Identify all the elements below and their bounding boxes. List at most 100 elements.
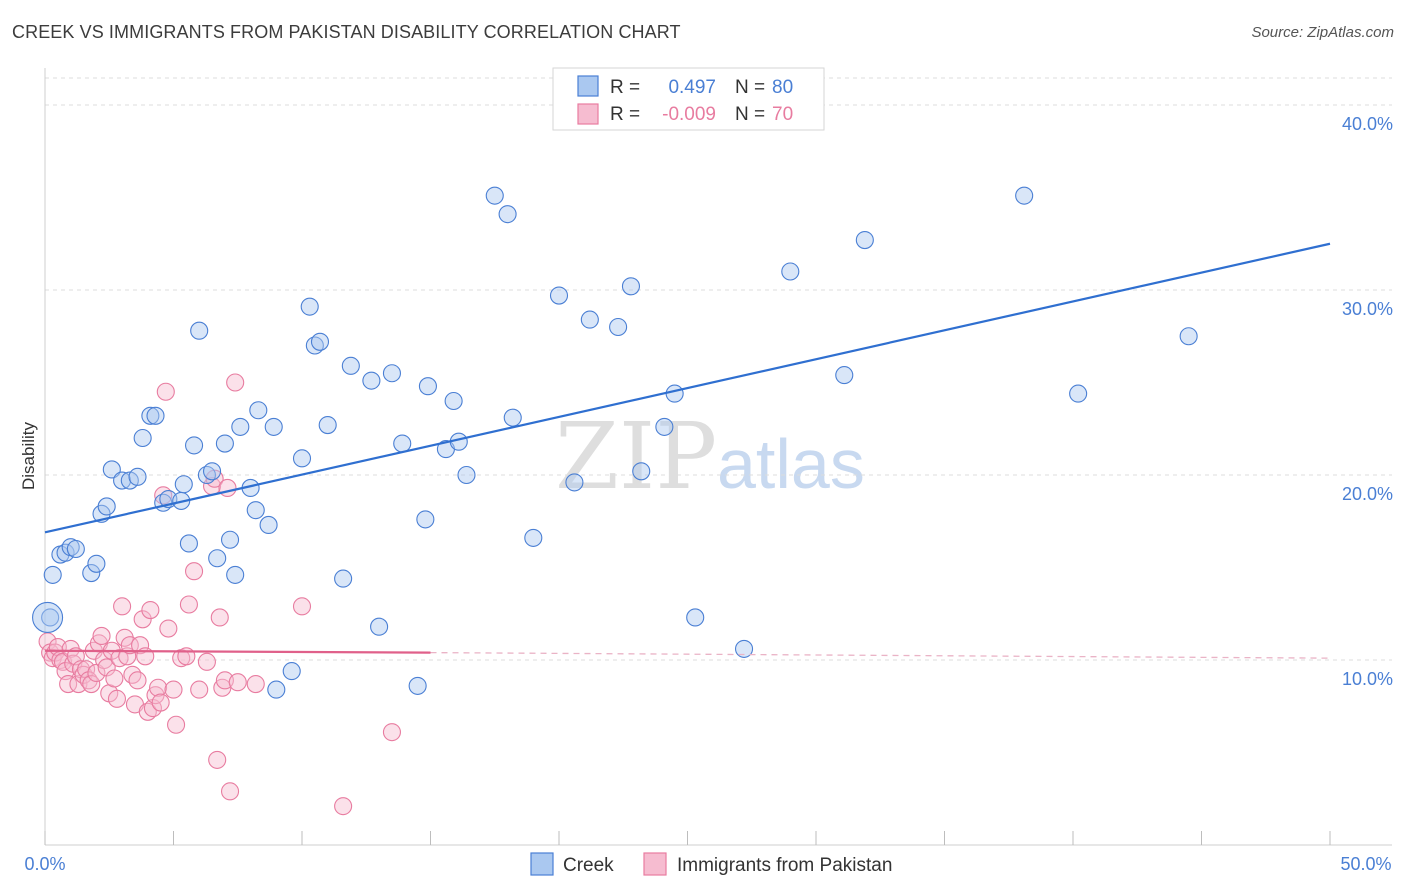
pakistan-point[interactable]: [69, 674, 88, 694]
creek-point[interactable]: [485, 186, 504, 205]
pakistan-point[interactable]: [210, 608, 229, 627]
pakistan-point[interactable]: [107, 689, 127, 708]
legend-creek-swatch[interactable]: [530, 852, 554, 876]
creek-point[interactable]: [174, 475, 193, 494]
pakistan-point[interactable]: [159, 619, 178, 638]
creek-point[interactable]: [208, 549, 227, 568]
creek-point[interactable]: [334, 569, 353, 588]
creek-point[interactable]: [292, 449, 312, 468]
creek-point[interactable]: [416, 510, 435, 529]
creek-point[interactable]: [133, 428, 152, 448]
pakistan-point[interactable]: [228, 673, 247, 692]
creek-point[interactable]: [1015, 186, 1034, 205]
legend-pakistan-swatch[interactable]: [643, 852, 667, 876]
pakistan-point[interactable]: [197, 652, 216, 671]
pakistan-point[interactable]: [151, 693, 170, 712]
creek-point[interactable]: [734, 639, 754, 658]
creek-point[interactable]: [56, 543, 75, 562]
creek-point[interactable]: [781, 262, 800, 281]
creek-point[interactable]: [128, 467, 147, 486]
creek-point[interactable]: [382, 364, 402, 383]
creek-point[interactable]: [226, 565, 245, 584]
creek-point[interactable]: [231, 417, 250, 436]
creek-point[interactable]: [498, 205, 517, 224]
creek-point[interactable]: [665, 384, 684, 403]
pakistan-point[interactable]: [105, 669, 124, 688]
creek-point[interactable]: [632, 462, 651, 481]
pakistan-point[interactable]: [208, 750, 227, 769]
pakistan-point[interactable]: [59, 674, 78, 694]
pakistan-point[interactable]: [190, 680, 209, 699]
pakistan-point[interactable]: [334, 797, 353, 816]
creek-point[interactable]: [264, 417, 283, 436]
creek-point-large[interactable]: [32, 601, 64, 634]
creek-point[interactable]: [190, 321, 209, 340]
pakistan-point[interactable]: [167, 715, 186, 734]
creek-point[interactable]: [503, 408, 522, 427]
creek-point[interactable]: [524, 528, 543, 547]
creek-point[interactable]: [113, 471, 132, 490]
creek-point[interactable]: [393, 434, 412, 453]
creek-point[interactable]: [655, 417, 674, 436]
creek-point[interactable]: [370, 617, 389, 636]
creek-point[interactable]: [1179, 327, 1198, 346]
creek-point[interactable]: [97, 497, 116, 516]
legend-pakistan-label[interactable]: Immigrants from Pakistan: [677, 855, 892, 876]
creek-point[interactable]: [444, 391, 463, 411]
pakistan-point[interactable]: [92, 626, 111, 646]
pakistan-point[interactable]: [226, 373, 245, 392]
creek-point[interactable]: [318, 415, 337, 435]
creek-point[interactable]: [549, 286, 569, 305]
pakistan-point[interactable]: [131, 636, 150, 655]
creek-point[interactable]: [580, 310, 599, 329]
creek-point[interactable]: [246, 501, 265, 520]
creek-point[interactable]: [267, 680, 286, 699]
pakistan-point[interactable]: [133, 610, 152, 629]
creek-point[interactable]: [282, 662, 301, 681]
creek-point[interactable]: [82, 563, 101, 583]
legend-creek-label[interactable]: Creek: [563, 855, 614, 876]
creek-point[interactable]: [341, 356, 360, 375]
creek-point[interactable]: [300, 297, 319, 316]
pakistan-point[interactable]: [123, 665, 142, 684]
pakistan-point[interactable]: [218, 478, 237, 498]
creek-point[interactable]: [141, 406, 160, 425]
creek-point[interactable]: [220, 530, 240, 549]
creek-point[interactable]: [609, 317, 628, 337]
pakistan-point[interactable]: [149, 678, 168, 697]
creek-point[interactable]: [185, 436, 204, 455]
pakistan-point[interactable]: [292, 597, 312, 616]
pakistan-point[interactable]: [156, 382, 175, 401]
creek-point[interactable]: [362, 371, 381, 390]
pakistan-point[interactable]: [113, 597, 132, 616]
pakistan-point[interactable]: [164, 680, 183, 699]
creek-point[interactable]: [203, 462, 222, 481]
pakistan-point[interactable]: [128, 671, 147, 690]
creek-point[interactable]: [565, 473, 584, 492]
creek-point[interactable]: [418, 377, 437, 396]
creek-point[interactable]: [855, 231, 874, 250]
creek-point[interactable]: [621, 277, 641, 296]
pakistan-point[interactable]: [220, 782, 240, 801]
creek-point[interactable]: [310, 332, 330, 351]
creek-point[interactable]: [408, 676, 427, 695]
pakistan-point[interactable]: [110, 649, 129, 668]
pakistan-point[interactable]: [141, 600, 160, 620]
creek-point[interactable]: [87, 554, 106, 573]
pakistan-point[interactable]: [179, 595, 198, 614]
creek-point[interactable]: [835, 366, 854, 385]
creek-point[interactable]: [66, 539, 85, 559]
pakistan-point[interactable]: [382, 723, 402, 742]
creek-point[interactable]: [146, 406, 165, 425]
pakistan-point[interactable]: [246, 674, 265, 694]
pakistan-point[interactable]: [120, 636, 139, 655]
pakistan-point[interactable]: [82, 674, 101, 694]
creek-point[interactable]: [102, 460, 121, 479]
creek-point[interactable]: [457, 465, 476, 485]
pakistan-point[interactable]: [185, 562, 204, 581]
creek-point[interactable]: [249, 401, 268, 420]
creek-point[interactable]: [179, 534, 198, 553]
creek-point[interactable]: [259, 515, 278, 535]
creek-point[interactable]: [1069, 384, 1088, 403]
creek-point[interactable]: [215, 434, 234, 453]
